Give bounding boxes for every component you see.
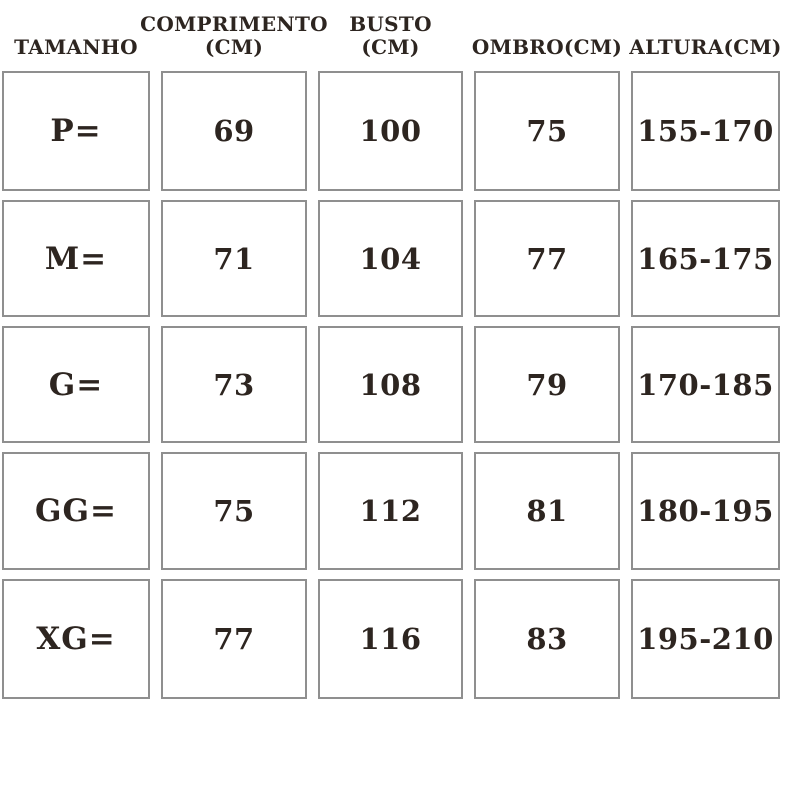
cell-xg-tamanho: XG= [2, 579, 150, 699]
cell-g-altura: 170-185 [631, 326, 780, 443]
column-header-busto: BUSTO (CM) [349, 12, 432, 59]
cell-m-tamanho: M= [2, 200, 150, 317]
column-header-ombro: OMBRO(CM) [471, 34, 623, 59]
cell-xg-busto: 116 [318, 579, 463, 699]
cell-p-altura: 155-170 [631, 71, 780, 191]
cell-xg-ombro: 83 [474, 579, 620, 699]
cell-g-tamanho: G= [2, 326, 150, 443]
column-header-tamanho: TAMANHO [14, 34, 138, 59]
cell-gg-busto: 112 [318, 452, 463, 570]
column-header-altura: ALTURA(CM) [629, 34, 782, 59]
cell-gg-ombro: 81 [474, 452, 620, 570]
cell-xg-comprimento: 77 [161, 579, 307, 699]
cell-p-comprimento: 69 [161, 71, 307, 191]
cell-m-altura: 165-175 [631, 200, 780, 317]
cell-xg-altura: 195-210 [631, 579, 780, 699]
cell-m-busto: 104 [318, 200, 463, 317]
cell-g-ombro: 79 [474, 326, 620, 443]
cell-gg-comprimento: 75 [161, 452, 307, 570]
column-header-comprimento: COMPRIMENTO (CM) [140, 12, 328, 59]
cell-m-comprimento: 71 [161, 200, 307, 317]
cell-g-comprimento: 73 [161, 326, 307, 443]
cell-gg-altura: 180-195 [631, 452, 780, 570]
size-chart-table: TAMANHO COMPRIMENTO (CM) BUSTO (CM) OMBR… [2, 12, 782, 699]
cell-p-ombro: 75 [474, 71, 620, 191]
cell-p-busto: 100 [318, 71, 463, 191]
cell-gg-tamanho: GG= [2, 452, 150, 570]
cell-m-ombro: 77 [474, 200, 620, 317]
cell-p-tamanho: P= [2, 71, 150, 191]
cell-g-busto: 108 [318, 326, 463, 443]
